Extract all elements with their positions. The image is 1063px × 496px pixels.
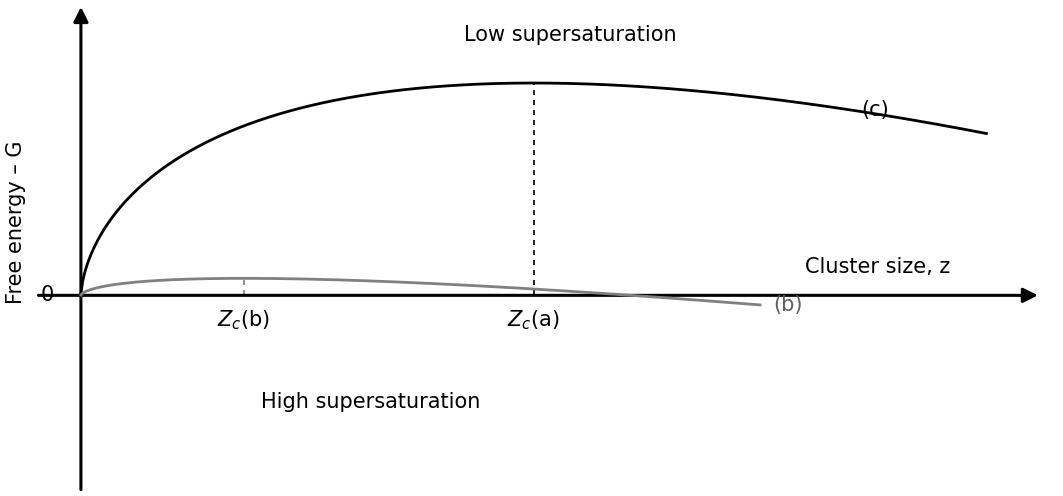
Text: (c): (c) — [861, 100, 889, 120]
Text: High supersaturation: High supersaturation — [261, 392, 480, 412]
Text: Low supersaturation: Low supersaturation — [463, 24, 676, 45]
Text: $Z_c$(b): $Z_c$(b) — [217, 309, 270, 332]
Text: $Z_c$(a): $Z_c$(a) — [507, 309, 560, 332]
Text: Cluster size, z: Cluster size, z — [805, 257, 950, 277]
Text: (b): (b) — [774, 295, 804, 315]
Text: 0: 0 — [40, 285, 54, 306]
Text: Free energy – G: Free energy – G — [5, 141, 26, 304]
